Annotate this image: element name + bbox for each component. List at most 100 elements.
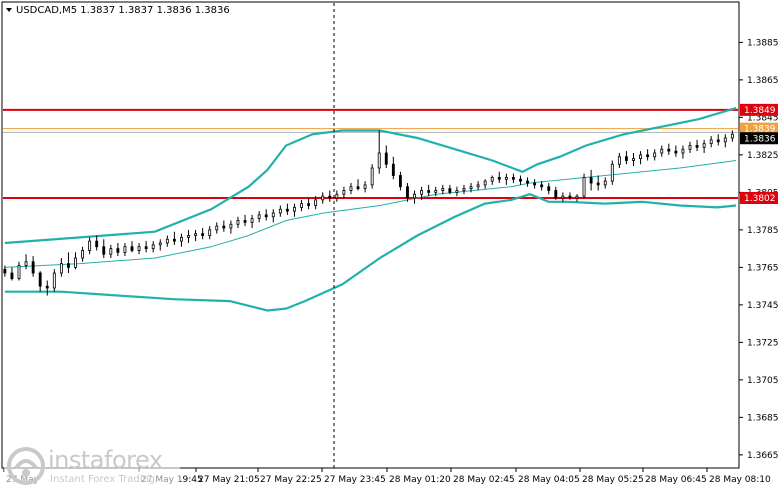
candle: [526, 177, 529, 187]
candle-body: [194, 233, 198, 236]
candle-body: [702, 143, 706, 148]
candle-body: [660, 148, 664, 154]
watermark: instaforex Instant Forex Trading: [4, 444, 180, 488]
candle: [31, 256, 35, 277]
candle: [646, 149, 650, 161]
candle: [603, 177, 607, 189]
candle: [490, 175, 494, 185]
candle: [300, 199, 303, 212]
candle: [469, 183, 473, 193]
candle: [363, 181, 367, 193]
price-tag-support: 1.3802: [744, 194, 776, 204]
candle-body: [10, 272, 14, 280]
candle: [504, 173, 508, 185]
candle: [180, 233, 183, 247]
candle: [462, 184, 466, 195]
candle-body: [624, 156, 628, 161]
candle-body: [24, 261, 28, 266]
x-tick-label: 28 May 06:45: [645, 475, 707, 485]
candle: [575, 194, 579, 202]
y-tick-label: 1.3725: [747, 338, 779, 348]
candle: [589, 169, 593, 191]
candle-body: [116, 248, 120, 253]
candle-body: [730, 133, 734, 139]
candle-body: [321, 195, 325, 201]
candle-body: [497, 176, 501, 180]
candle-body: [688, 145, 692, 150]
candle-body: [215, 225, 219, 231]
y-tick-label: 1.3705: [747, 376, 779, 386]
candle-body: [653, 152, 657, 158]
candle-body: [307, 203, 311, 206]
candle: [67, 252, 70, 273]
candle: [554, 186, 558, 200]
candle: [144, 241, 148, 253]
candle: [681, 145, 685, 159]
candle-body: [137, 246, 141, 251]
candle: [349, 183, 353, 195]
candle-body: [596, 182, 600, 186]
candle: [667, 143, 671, 155]
candle-body: [575, 195, 579, 199]
candle: [102, 239, 106, 258]
candle-body: [236, 220, 240, 225]
candle: [130, 241, 134, 253]
candle-body: [709, 139, 713, 145]
candle: [109, 244, 113, 258]
series-middle-band: [4, 160, 737, 268]
candle-body: [38, 272, 42, 287]
candle-body: [314, 199, 318, 206]
candle-body: [328, 195, 332, 199]
candle: [45, 280, 49, 296]
candle-body: [31, 261, 35, 274]
price-tag-resistance-bg: [740, 103, 778, 116]
price-tag-resistance: 1.3849: [744, 106, 776, 116]
candle: [702, 139, 706, 153]
y-tick-label: 1.3885: [747, 38, 779, 48]
symbol-dropdown-icon[interactable]: [6, 8, 12, 12]
candle-body: [455, 190, 459, 193]
candle: [243, 214, 247, 227]
candle-body: [363, 184, 367, 190]
instaforex-logo-icon: [7, 447, 45, 485]
candle-body: [632, 158, 635, 161]
candle: [695, 139, 699, 152]
candle-body: [434, 190, 438, 193]
candle: [377, 130, 381, 174]
candle: [81, 246, 85, 262]
candle: [222, 220, 226, 232]
candle: [688, 141, 692, 153]
candle: [321, 192, 325, 204]
candle-body: [81, 250, 85, 259]
candle-body: [278, 208, 282, 214]
candle-body: [448, 188, 452, 193]
candle: [511, 173, 515, 183]
candle-body: [681, 148, 685, 154]
watermark-brand: instaforex: [48, 446, 163, 474]
candle: [187, 229, 190, 243]
candle-body: [533, 182, 537, 186]
candle: [10, 267, 14, 281]
candle: [328, 190, 332, 202]
y-tick-label: 1.3765: [747, 263, 779, 273]
candle: [639, 151, 642, 165]
candle: [172, 231, 176, 245]
candle: [52, 269, 56, 292]
candle-body: [603, 180, 607, 186]
candle: [533, 179, 537, 189]
candle: [624, 151, 628, 165]
candle: [434, 186, 438, 197]
candle: [568, 192, 572, 200]
candle-body: [356, 186, 360, 190]
candle-body: [370, 167, 374, 186]
watermark-tagline: Instant Forex Trading: [50, 474, 156, 485]
candle: [561, 192, 565, 202]
candle-body: [342, 190, 346, 195]
candle: [236, 216, 240, 228]
candle-body: [201, 233, 205, 236]
candle-body: [52, 272, 56, 289]
candle: [257, 211, 261, 223]
x-tick-label: 27 May 22:25: [260, 475, 322, 485]
x-tick-label: 28 May 04:05: [518, 475, 580, 485]
candle-body: [271, 212, 275, 218]
